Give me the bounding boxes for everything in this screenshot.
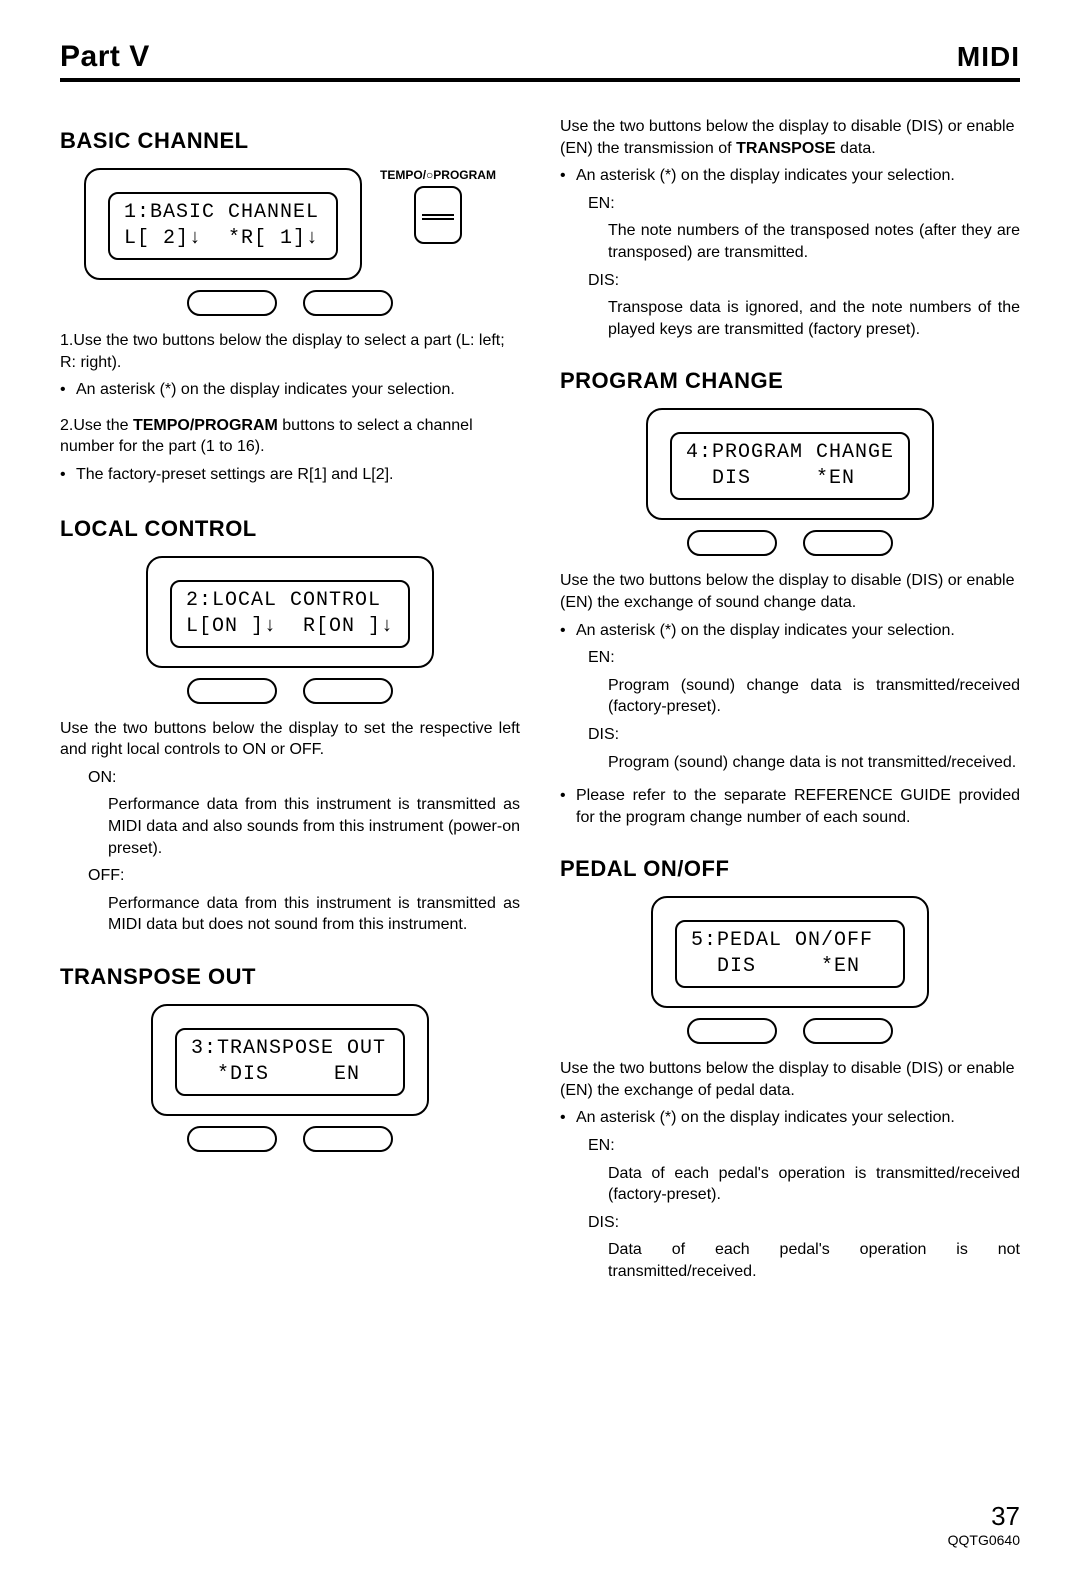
- transpose-bullet: An asterisk (*) on the display indicates…: [560, 165, 1020, 187]
- on-text: Performance data from this instrument is…: [60, 794, 520, 859]
- basic-channel-heading: BASIC CHANNEL: [60, 128, 520, 154]
- local-control-diagram: 2:LOCAL CONTROL L[ON ]↓ R[ON ]↓: [60, 556, 520, 704]
- lcd-line2: DIS *EN: [691, 955, 886, 978]
- right-column: Use the two buttons below the display to…: [560, 110, 1020, 1289]
- transpose-out-text: Use the two buttons below the display to…: [560, 116, 1020, 340]
- display-button-left: [187, 290, 277, 316]
- en-label: EN:: [560, 1135, 1020, 1157]
- lcd-screen: 5:PEDAL ON/OFF DIS *EN: [675, 920, 905, 988]
- transpose-intro: Use the two buttons below the display to…: [560, 116, 1020, 159]
- step1: 1.Use the two buttons below the display …: [60, 330, 520, 373]
- basic-channel-diagram: 1:BASIC CHANNEL L[ 2]↓ *R[ 1]↓ TEMPO/○PR…: [60, 168, 520, 316]
- en-text: The note numbers of the transposed notes…: [560, 220, 1020, 263]
- display-button-right: [803, 1018, 893, 1044]
- page-footer: 37 QQTG0640: [948, 1501, 1020, 1548]
- lcd-line1: 2:LOCAL CONTROL: [186, 589, 381, 612]
- lcd-frame: 4:PROGRAM CHANGE DIS *EN: [646, 408, 934, 520]
- pedal-text: Use the two buttons below the display to…: [560, 1058, 1020, 1282]
- display-button-right: [303, 290, 393, 316]
- local-control-text: Use the two buttons below the display to…: [60, 718, 520, 936]
- basic-channel-text: 1.Use the two buttons below the display …: [60, 330, 520, 486]
- display-button-left: [687, 530, 777, 556]
- page-header: Part V MIDI: [60, 40, 1020, 82]
- local-control-heading: LOCAL CONTROL: [60, 516, 520, 542]
- dis-label: DIS:: [560, 724, 1020, 746]
- en-label: EN:: [560, 647, 1020, 669]
- lcd-frame: 5:PEDAL ON/OFF DIS *EN: [651, 896, 929, 1008]
- lcd-frame: 1:BASIC CHANNEL L[ 2]↓ *R[ 1]↓: [84, 168, 362, 280]
- program-change-diagram: 4:PROGRAM CHANGE DIS *EN: [560, 408, 1020, 556]
- lcd-line1: 4:PROGRAM CHANGE: [686, 441, 894, 464]
- midi-title: MIDI: [957, 41, 1020, 73]
- on-label: ON:: [60, 767, 520, 789]
- local-intro: Use the two buttons below the display to…: [60, 718, 520, 761]
- dis-label: DIS:: [560, 1212, 1020, 1234]
- step1-bullet: An asterisk (*) on the display indicates…: [60, 379, 520, 401]
- tempo-label: TEMPO/○PROGRAM: [380, 168, 496, 182]
- step2-bullet: The factory-preset settings are R[1] and…: [60, 464, 520, 486]
- lcd-screen: 1:BASIC CHANNEL L[ 2]↓ *R[ 1]↓: [108, 192, 338, 260]
- display-button-left: [687, 1018, 777, 1044]
- lcd-line2: *DIS EN: [191, 1063, 386, 1086]
- transpose-out-heading: TRANSPOSE OUT: [60, 964, 520, 990]
- lcd-line2: L[ 2]↓ *R[ 1]↓: [124, 227, 319, 250]
- part-title: Part V: [60, 40, 150, 74]
- dis-text: Transpose data is ignored, and the note …: [560, 297, 1020, 340]
- en-text: Program (sound) change data is transmitt…: [560, 675, 1020, 718]
- lcd-frame: 2:LOCAL CONTROL L[ON ]↓ R[ON ]↓: [146, 556, 434, 668]
- lcd-frame: 3:TRANSPOSE OUT *DIS EN: [151, 1004, 429, 1116]
- content-columns: BASIC CHANNEL 1:BASIC CHANNEL L[ 2]↓ *R[…: [60, 110, 1020, 1289]
- pedal-heading: PEDAL ON/OFF: [560, 856, 1020, 882]
- dis-label: DIS:: [560, 270, 1020, 292]
- lcd-line1: 1:BASIC CHANNEL: [124, 201, 319, 224]
- lcd-screen: 2:LOCAL CONTROL L[ON ]↓ R[ON ]↓: [170, 580, 410, 648]
- display-button-right: [303, 678, 393, 704]
- dis-text: Program (sound) change data is not trans…: [560, 752, 1020, 774]
- lcd-line1: 3:TRANSPOSE OUT: [191, 1037, 386, 1060]
- display-button-right: [303, 1126, 393, 1152]
- en-label: EN:: [560, 193, 1020, 215]
- program-change-heading: PROGRAM CHANGE: [560, 368, 1020, 394]
- lcd-screen: 4:PROGRAM CHANGE DIS *EN: [670, 432, 910, 500]
- display-button-left: [187, 678, 277, 704]
- lcd-line1: 5:PEDAL ON/OFF: [691, 929, 873, 952]
- doc-code: QQTG0640: [948, 1532, 1020, 1548]
- program-intro: Use the two buttons below the display to…: [560, 570, 1020, 613]
- display-button-right: [803, 530, 893, 556]
- en-text: Data of each pedal's operation is transm…: [560, 1163, 1020, 1206]
- left-column: BASIC CHANNEL 1:BASIC CHANNEL L[ 2]↓ *R[…: [60, 110, 520, 1289]
- program-change-text: Use the two buttons below the display to…: [560, 570, 1020, 828]
- lcd-line2: L[ON ]↓ R[ON ]↓: [186, 615, 394, 638]
- page-number: 37: [948, 1501, 1020, 1532]
- program-bullet1: An asterisk (*) on the display indicates…: [560, 620, 1020, 642]
- tempo-hex-button: [414, 186, 462, 244]
- off-label: OFF:: [60, 865, 520, 887]
- program-bullet2: Please refer to the separate REFERENCE G…: [560, 785, 1020, 828]
- display-button-left: [187, 1126, 277, 1152]
- tempo-program-control: TEMPO/○PROGRAM: [380, 168, 496, 244]
- pedal-bullet: An asterisk (*) on the display indicates…: [560, 1107, 1020, 1129]
- dis-text: Data of each pedal's operation is not tr…: [560, 1239, 1020, 1282]
- pedal-diagram: 5:PEDAL ON/OFF DIS *EN: [560, 896, 1020, 1044]
- off-text: Performance data from this instrument is…: [60, 893, 520, 936]
- lcd-screen: 3:TRANSPOSE OUT *DIS EN: [175, 1028, 405, 1096]
- transpose-out-diagram: 3:TRANSPOSE OUT *DIS EN: [60, 1004, 520, 1152]
- lcd-line2: DIS *EN: [686, 467, 881, 490]
- step2: 2.Use the TEMPO/PROGRAM buttons to selec…: [60, 415, 520, 458]
- pedal-intro: Use the two buttons below the display to…: [560, 1058, 1020, 1101]
